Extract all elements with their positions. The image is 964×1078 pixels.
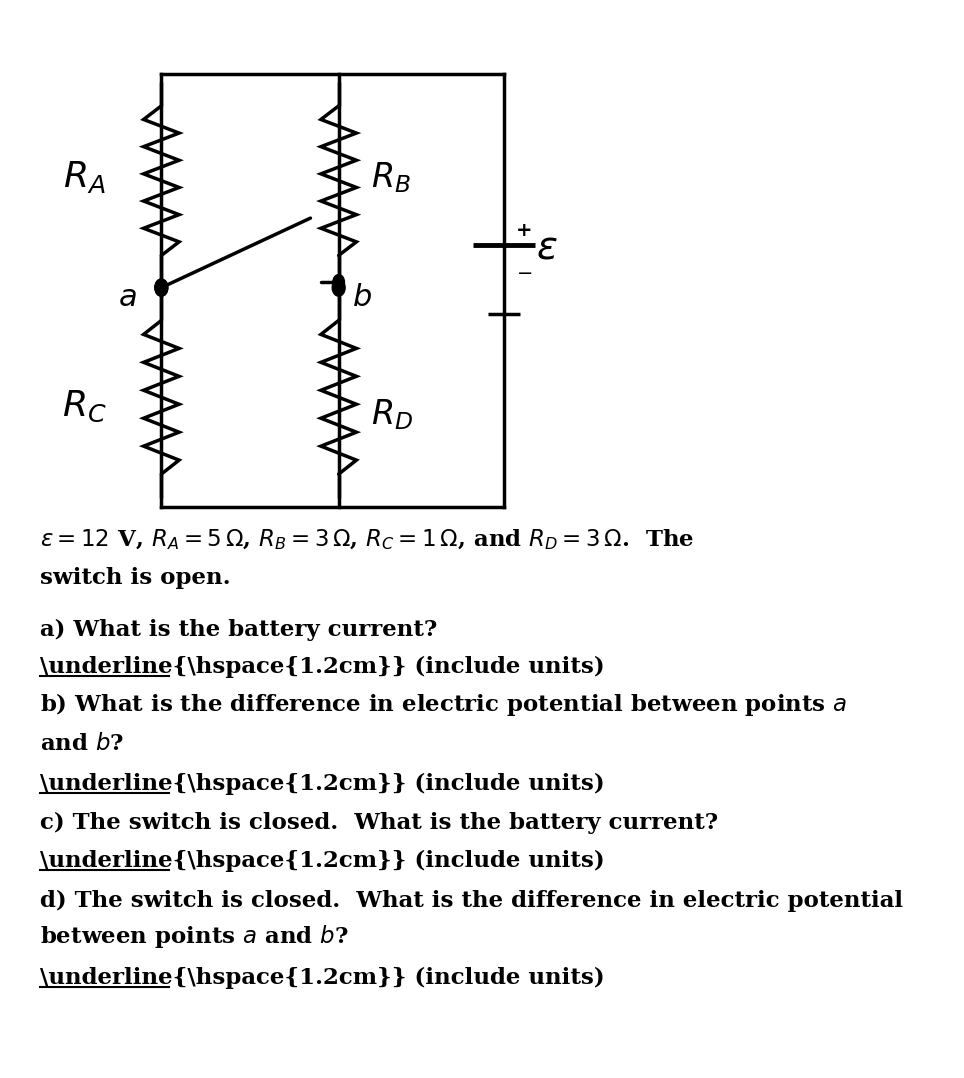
Text: $R_C$: $R_C$ [63, 389, 107, 424]
Text: $a$: $a$ [119, 281, 137, 313]
Text: $\varepsilon = 12$ V, $R_A = 5\,\Omega$, $R_B = 3\,\Omega$, $R_C = 1\,\Omega$, a: $\varepsilon = 12$ V, $R_A = 5\,\Omega$,… [40, 527, 695, 552]
Text: $\varepsilon$: $\varepsilon$ [536, 230, 558, 266]
Text: and $b$?: and $b$? [40, 733, 124, 755]
Text: \underline{\hspace{1.2cm}} (include units): \underline{\hspace{1.2cm}} (include unit… [40, 967, 605, 990]
Text: $-$: $-$ [516, 262, 532, 281]
Circle shape [333, 275, 344, 290]
Circle shape [333, 279, 345, 296]
Text: \underline{\hspace{1.2cm}} (include units): \underline{\hspace{1.2cm}} (include unit… [40, 655, 605, 678]
Text: switch is open.: switch is open. [40, 567, 231, 590]
Text: c) The switch is closed.  What is the battery current?: c) The switch is closed. What is the bat… [40, 812, 718, 834]
Text: $R_B$: $R_B$ [371, 161, 411, 195]
Circle shape [155, 279, 168, 296]
Text: \underline{\hspace{1.2cm}} (include units): \underline{\hspace{1.2cm}} (include unit… [40, 849, 605, 872]
Text: d) The switch is closed.  What is the difference in electric potential: d) The switch is closed. What is the dif… [40, 890, 903, 912]
Text: $b$: $b$ [353, 281, 372, 313]
Text: $R_D$: $R_D$ [371, 398, 413, 432]
Text: $R_A$: $R_A$ [64, 160, 106, 195]
Circle shape [155, 279, 168, 296]
Text: b) What is the difference in electric potential between points $a$: b) What is the difference in electric po… [40, 691, 847, 718]
Text: a) What is the battery current?: a) What is the battery current? [40, 619, 438, 640]
Text: \underline{\hspace{1.2cm}} (include units): \underline{\hspace{1.2cm}} (include unit… [40, 773, 605, 794]
Text: between points $a$ and $b$?: between points $a$ and $b$? [40, 923, 349, 950]
Text: +: + [516, 221, 532, 240]
